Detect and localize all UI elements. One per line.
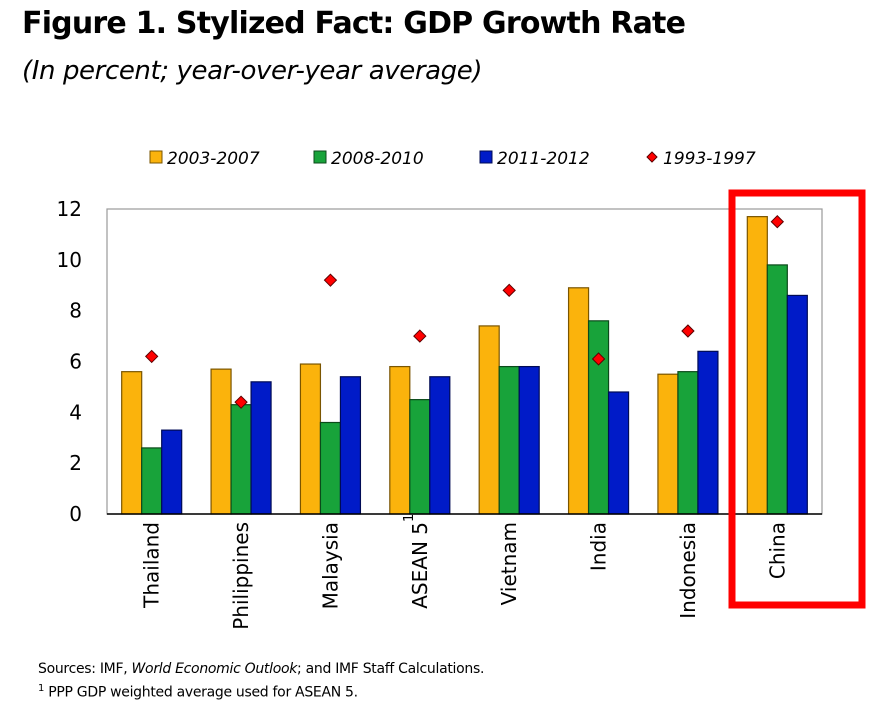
marker-1993-1997-thailand [144,349,159,364]
legend-label: 2011-2012 [497,149,590,169]
x-tick-label: China [765,522,789,579]
x-tick-label: ASEAN 5 [408,522,432,609]
y-tick-label: 4 [69,400,82,424]
legend: 2003-2007 2008-2010 2011-2012 1993-1997 [149,149,756,169]
highlight-box-china [728,189,866,609]
footnote-text: PPP GDP weighted average used for ASEAN … [44,684,358,701]
marker-1993-1997-indonesia [681,324,695,338]
bar-2011-2012-malaysia [339,376,362,515]
bars [121,216,808,515]
bar-2008-2010-china [766,264,788,515]
bar-2008-2010-vietnam [498,365,520,515]
footnote-mark: 1 [38,683,45,694]
bar-2003-2007-asean-5 [389,365,411,515]
y-tick-label: 6 [69,350,82,374]
bar-2011-2012-india [607,391,630,515]
marker-1993-1997-india [591,352,606,366]
marker-1993-1997-malaysia [323,273,338,287]
x-tick-label: India [587,522,611,571]
marker-1993-1997-china [770,215,785,229]
y-tick-label: 8 [69,299,82,323]
y-axis: 0 2 4 6 8 10 12 [57,197,82,526]
bar-2003-2007-malaysia [299,363,322,515]
marker-1993-1997-philippines [234,395,248,409]
sources-prefix: Sources: IMF, [38,661,132,677]
legend-swatch [313,150,327,164]
sources-note: Sources: IMF, World Economic Outlook; an… [38,661,484,677]
marker-1993-1997-asean-5 [413,329,427,343]
x-tick-label: Thailand [140,522,164,609]
y-tick-label: 2 [69,451,82,475]
bar-2003-2007-indonesia [657,373,679,515]
sources-italic: World Economic Outlook [131,661,298,677]
bar-2008-2010-thailand [141,447,163,515]
bar-2011-2012-philippines [250,381,272,515]
bar-2003-2007-philippines [210,368,232,515]
bar-2003-2007-thailand [121,371,143,515]
bar-2011-2012-indonesia [697,350,719,515]
y-tick-label: 12 [57,197,82,221]
bar-2003-2007-india [567,287,590,515]
legend-label: 2003-2007 [167,149,260,169]
bar-2003-2007-china [746,216,768,515]
legend-label: 2008-2010 [331,149,424,169]
markers [144,215,785,409]
marker-1993-1997-vietnam [502,283,516,298]
x-tick-superscript: 1 [402,514,417,522]
chart-title: Figure 1. Stylized Fact: GDP Growth Rate [22,6,686,41]
bar-2008-2010-india [587,320,610,515]
sources-suffix: ; and IMF Staff Calculations. [297,661,485,677]
legend-label: 1993-1997 [663,149,756,169]
bar-2008-2010-asean-5 [409,399,431,515]
bar-2011-2012-asean-5 [429,376,451,515]
x-tick-label: Indonesia [676,522,700,619]
x-axis-labels: Thailand Philippines Malaysia ASEAN 51 Vietn… [140,514,790,630]
x-tick-label: Vietnam [497,522,521,605]
x-tick-label: Malaysia [318,522,342,609]
bar-2008-2010-indonesia [677,371,699,515]
bar-2008-2010-philippines [230,404,252,515]
bar-2011-2012-vietnam [518,365,540,515]
legend-swatch [479,150,493,164]
bar-2011-2012-china [786,294,808,515]
bar-2008-2010-malaysia [319,421,342,515]
x-tick-label: Philippines [229,522,253,630]
bar-2003-2007-vietnam [478,325,500,515]
bar-2011-2012-thailand [161,429,183,515]
footnote: 1 PPP GDP weighted average used for ASEA… [38,683,358,701]
y-tick-label: 10 [57,248,82,272]
legend-swatch [149,150,163,164]
legend-swatch [646,151,658,163]
y-tick-label: 0 [69,502,82,526]
chart-subtitle: (In percent; year-over-year average) [22,56,483,86]
